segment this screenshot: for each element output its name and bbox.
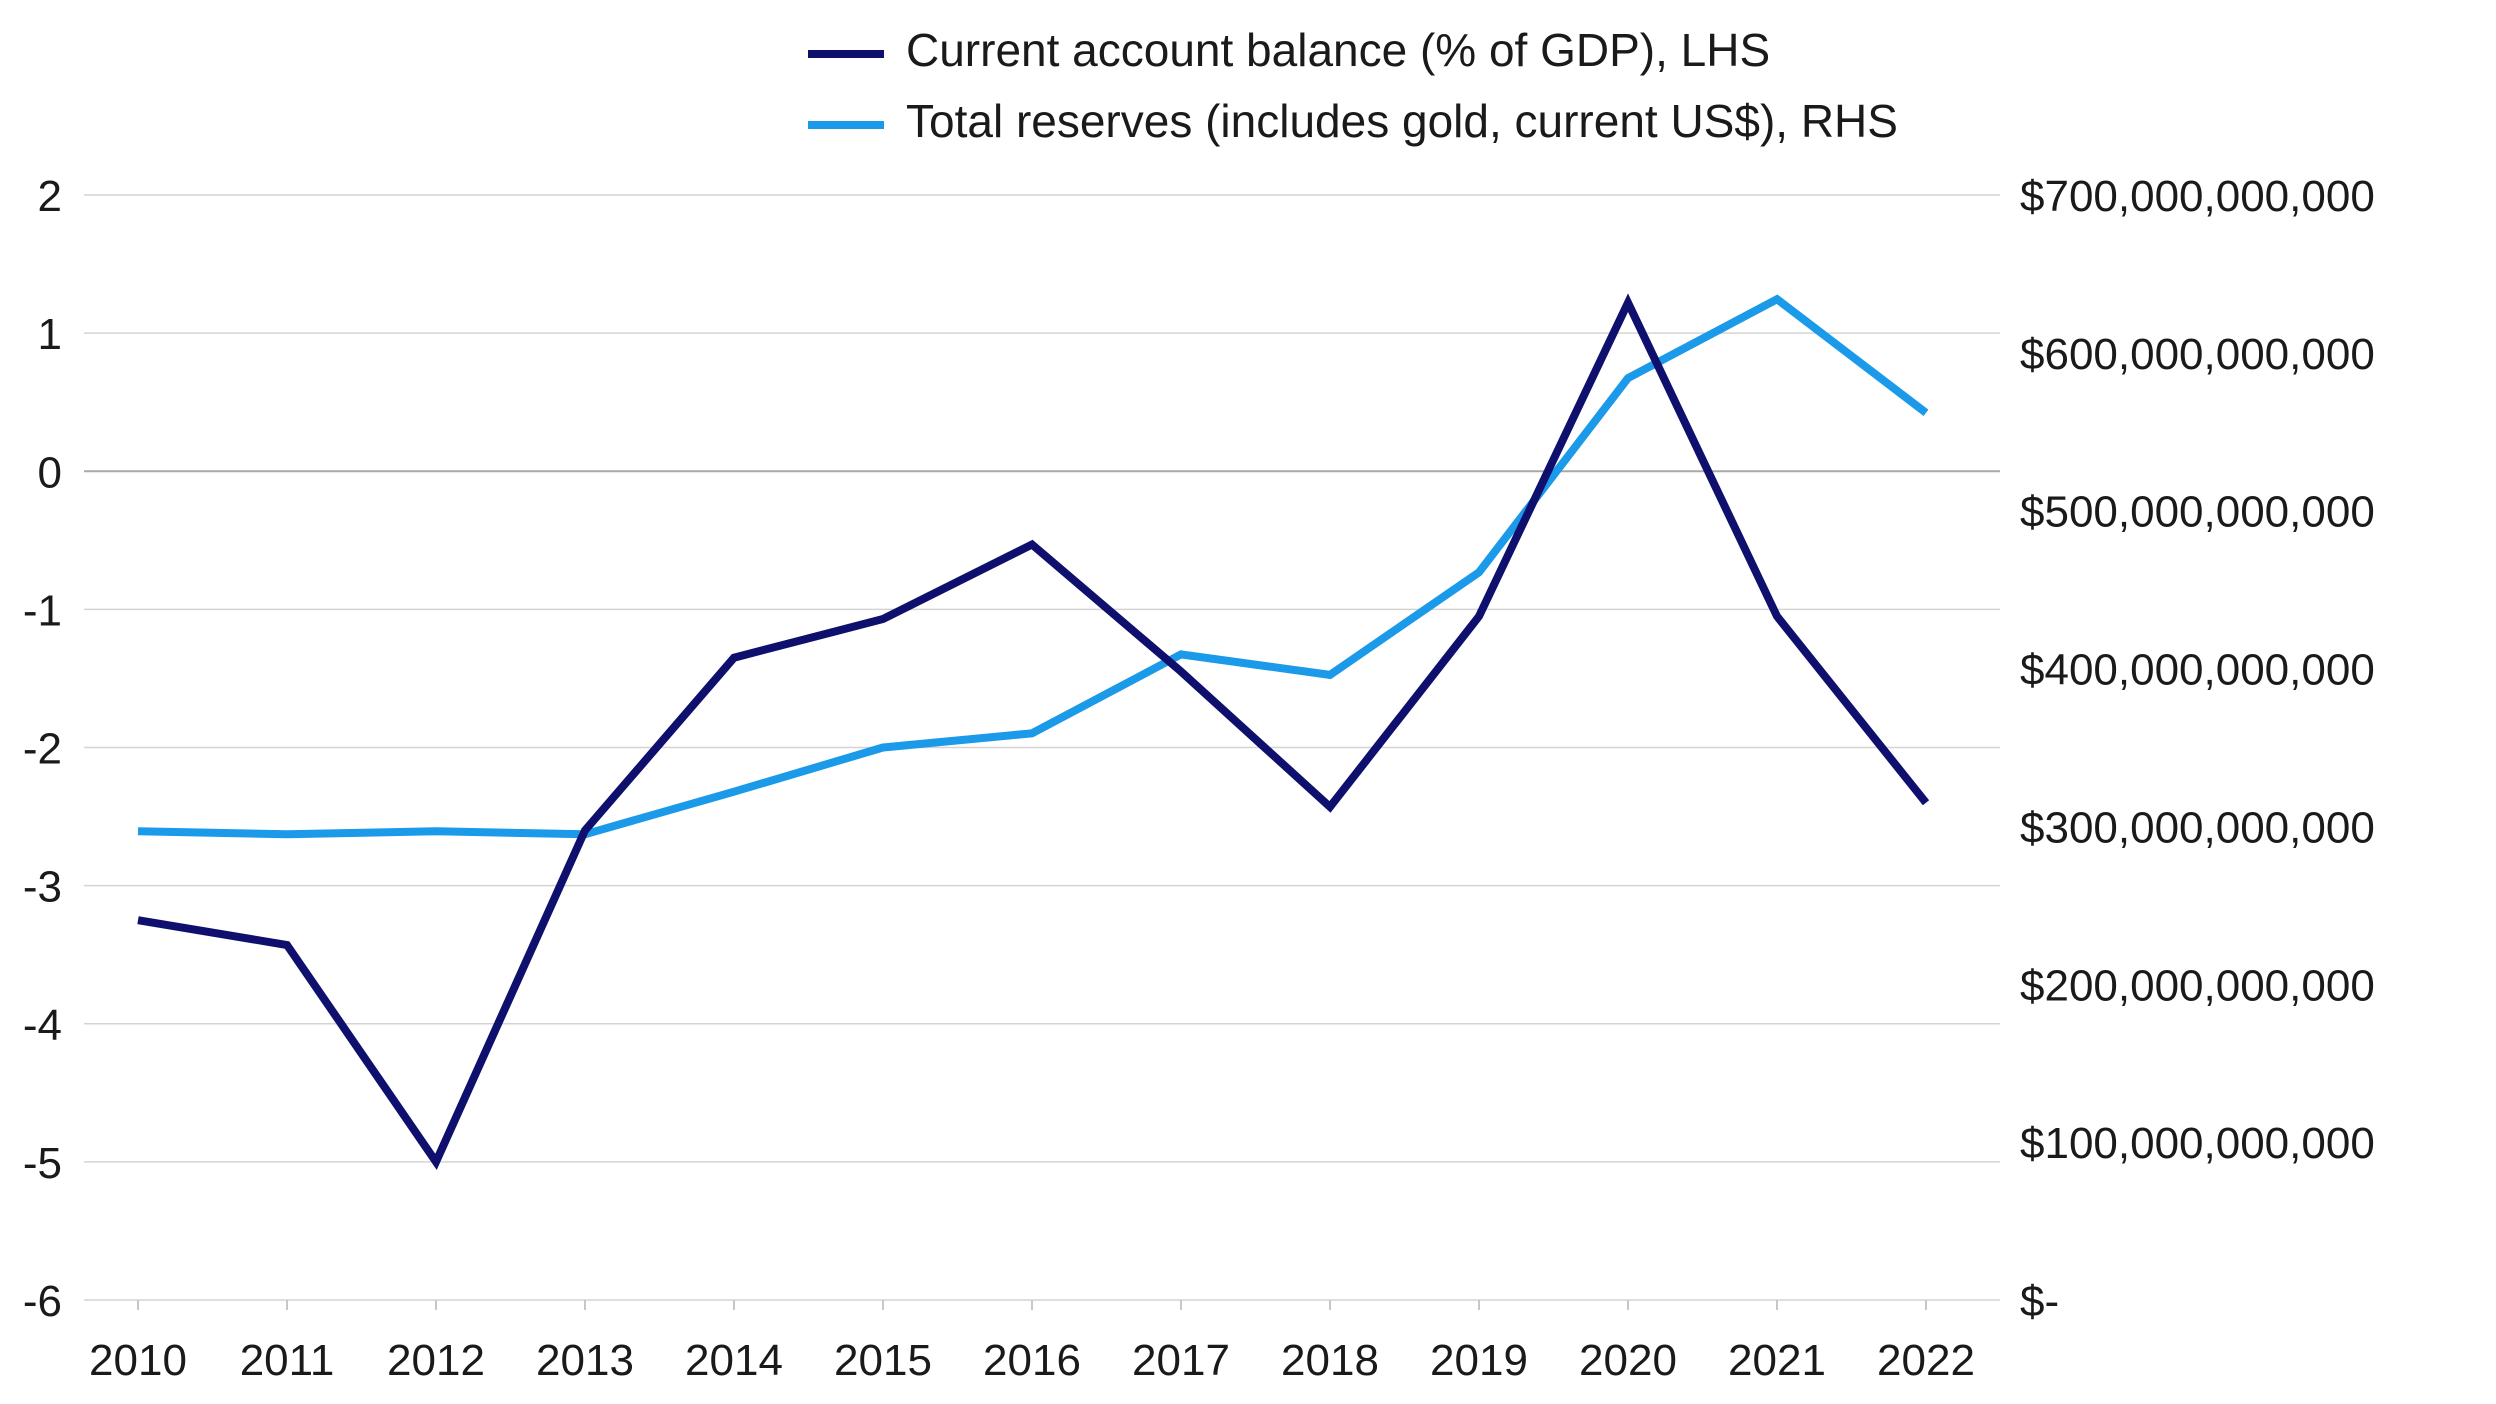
left-tick-label: 0	[38, 448, 62, 497]
left-tick-label: -5	[23, 1139, 62, 1188]
x-tick-label: 2022	[1877, 1336, 1975, 1385]
left-tick-label: -4	[23, 1001, 62, 1050]
x-tick-label: 2012	[387, 1336, 485, 1385]
x-tick-label: 2016	[983, 1336, 1081, 1385]
left-tick-label: -3	[23, 863, 62, 912]
x-tick-label: 2019	[1430, 1336, 1528, 1385]
legend-label-total-reserves: Total reserves (includes gold, current U…	[906, 95, 1898, 147]
x-tick-label: 2021	[1728, 1336, 1826, 1385]
left-tick-label: 2	[38, 172, 62, 221]
right-tick-label: $100,000,000,000	[2020, 1119, 2375, 1168]
left-axis-ticks: 2 1 0 -1 -2 -3 -4 -5 -6	[23, 172, 62, 1326]
right-tick-label: $300,000,000,000	[2020, 803, 2375, 852]
series-lines	[137, 293, 1930, 1171]
x-tick-label: 2020	[1579, 1336, 1677, 1385]
right-tick-label: $500,000,000,000	[2020, 488, 2375, 537]
x-tick-label: 2011	[240, 1336, 335, 1385]
x-axis-ticks: 2010 2011 2012 2013 2014 2015 2016 2017 2018 2019…	[89, 1300, 1975, 1385]
x-tick-label: 2013	[536, 1336, 634, 1385]
right-tick-label: $600,000,000,000	[2020, 330, 2375, 379]
legend: Current account balance (% of GDP), LHS …	[808, 24, 1898, 147]
x-tick-label: 2017	[1132, 1336, 1230, 1385]
right-tick-label: $400,000,000,000	[2020, 646, 2375, 695]
left-tick-label: -2	[23, 725, 62, 774]
right-tick-label: $-	[2020, 1277, 2059, 1326]
x-tick-label: 2014	[685, 1336, 783, 1385]
right-axis-ticks: $700,000,000,000 $600,000,000,000 $500,000…	[2020, 172, 2375, 1326]
legend-label-current-account: Current account balance (% of GDP), LHS	[906, 24, 1770, 76]
left-tick-label: 1	[38, 310, 62, 359]
x-tick-label: 2018	[1281, 1336, 1379, 1385]
left-tick-label: -6	[23, 1277, 62, 1326]
grid-lines	[84, 194, 2000, 1301]
right-tick-label: $200,000,000,000	[2020, 961, 2375, 1010]
x-tick-label: 2015	[834, 1336, 932, 1385]
series-total-reserves-line	[137, 294, 1929, 839]
right-tick-label: $700,000,000,000	[2020, 172, 2375, 221]
x-tick-label: 2010	[89, 1336, 187, 1385]
left-tick-label: -1	[23, 586, 62, 635]
